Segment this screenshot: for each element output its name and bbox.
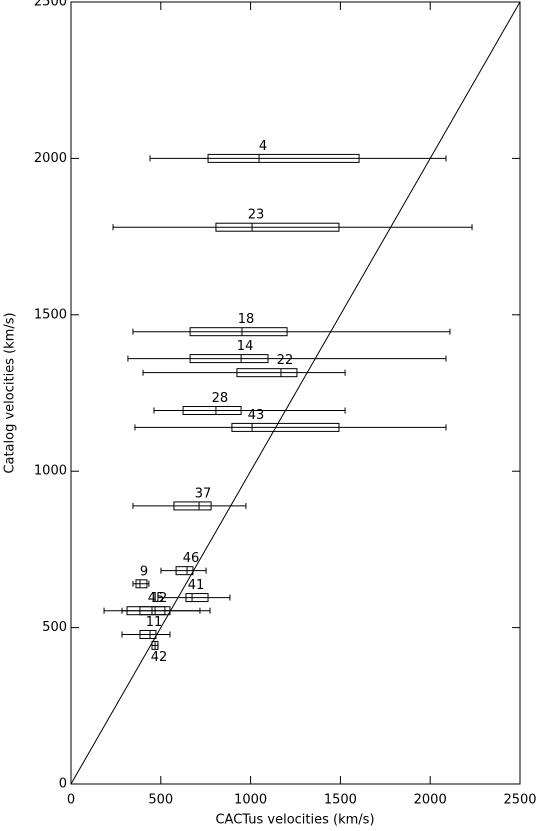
- reference-line: [70, 1, 521, 785]
- box: [236, 368, 298, 378]
- y-tick-label: 1000: [34, 464, 67, 479]
- plot-frame: [70, 1, 521, 785]
- box: [189, 327, 288, 337]
- y-tick-label: 2500: [34, 0, 67, 10]
- box: [215, 222, 340, 232]
- box: [231, 422, 340, 432]
- y-tick-label: 500: [42, 620, 67, 635]
- box-label: 43: [248, 408, 265, 423]
- x-tick-label: 500: [148, 793, 173, 808]
- box: [182, 406, 242, 416]
- box: [185, 593, 209, 603]
- x-tick-label: 1000: [234, 793, 267, 808]
- box-label: 42: [151, 650, 168, 665]
- box-label: 4: [259, 139, 267, 154]
- box: [135, 579, 148, 589]
- box-label: 23: [248, 208, 265, 223]
- y-tick-label: 1500: [34, 307, 67, 322]
- box-label: 12: [151, 591, 168, 606]
- box: [189, 354, 269, 364]
- box-label: 41: [188, 578, 205, 593]
- y-tick-label: 2000: [34, 151, 67, 166]
- box-label: 46: [183, 551, 200, 566]
- box: [175, 566, 194, 576]
- box-label: 14: [237, 339, 254, 354]
- x-tick-label: 2000: [414, 793, 447, 808]
- box: [173, 501, 212, 511]
- box: [139, 629, 157, 639]
- box-label: 18: [238, 312, 255, 327]
- box-label: 9: [140, 564, 148, 579]
- x-tick-label: 0: [67, 793, 75, 808]
- box-label: 28: [212, 391, 229, 406]
- y-tick-label: 0: [59, 777, 67, 792]
- box-label: 45: [148, 591, 165, 606]
- y-axis-title: Catalog velocities (km/s): [3, 312, 18, 473]
- box-label: 22: [277, 353, 294, 368]
- box: [207, 153, 360, 163]
- x-axis-title: CACTus velocities (km/s): [215, 813, 374, 828]
- box-label: 37: [195, 486, 212, 501]
- box-label: 11: [146, 615, 163, 630]
- x-tick-label: 1500: [324, 793, 357, 808]
- x-tick-label: 2500: [503, 793, 536, 808]
